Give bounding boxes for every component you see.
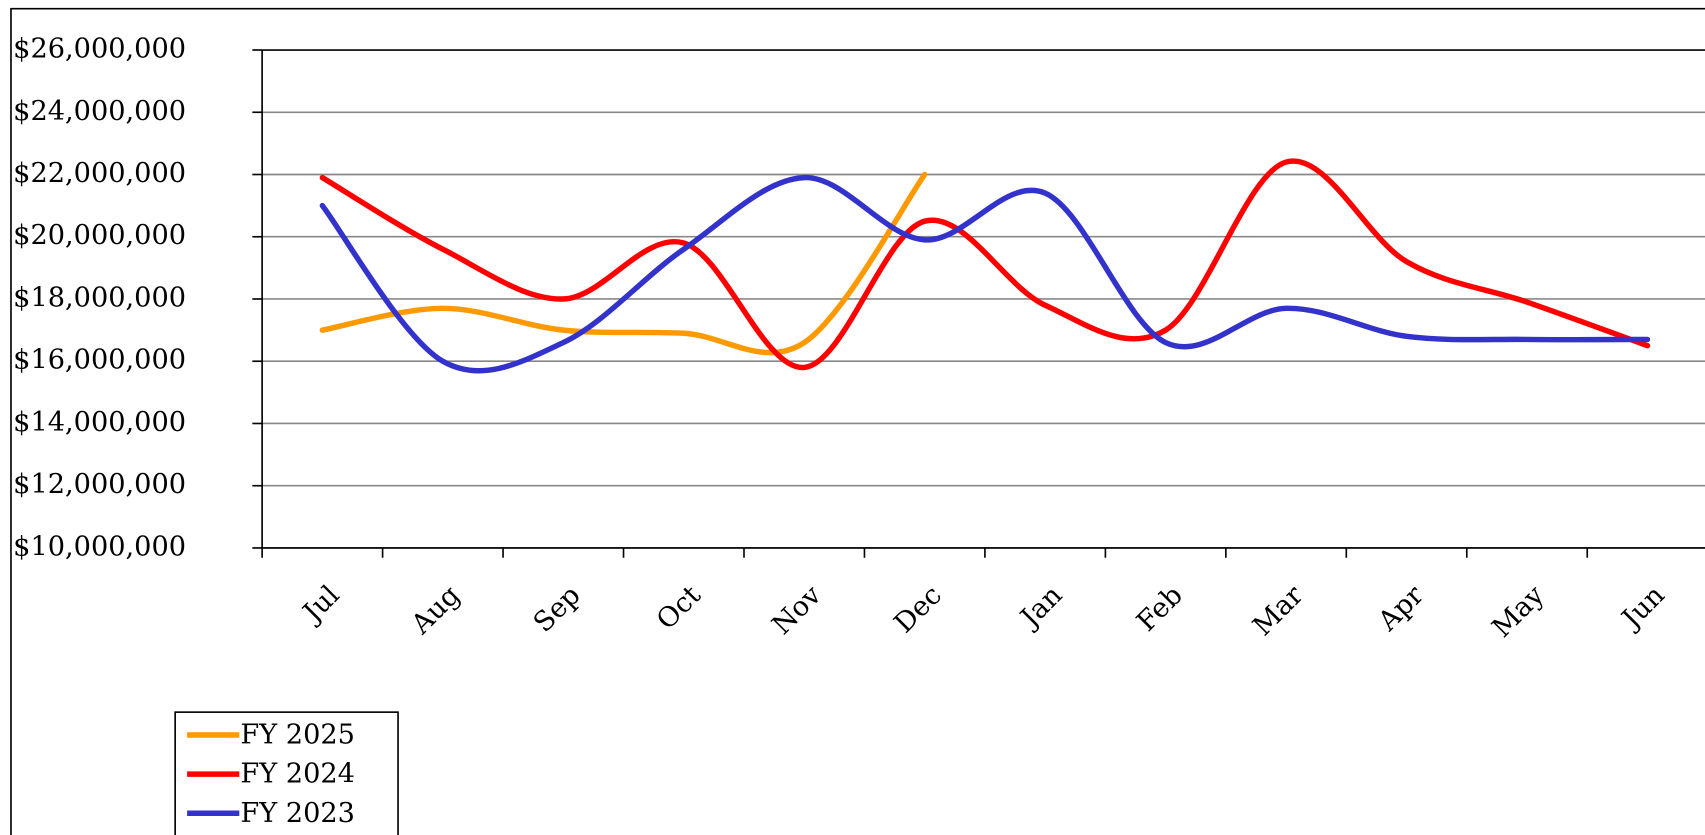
x-tick-label: Jul [295, 580, 345, 630]
y-tick-label: $22,000,000 [13, 158, 186, 189]
x-tick-label: Oct [651, 580, 707, 636]
y-tick-label: $24,000,000 [13, 96, 186, 127]
legend: FY 2025 FY 2024 FY 2023 [174, 711, 399, 835]
series-line [319, 171, 928, 356]
x-tick-label: Mar [1247, 580, 1309, 642]
x-tick-label: Apr [1372, 580, 1430, 638]
y-tick-label: $14,000,000 [13, 407, 186, 438]
y-tick-label: $10,000,000 [13, 531, 186, 562]
y-tick-label: $12,000,000 [13, 469, 186, 500]
chart-frame [10, 7, 1705, 835]
legend-label: FY 2025 [240, 720, 355, 751]
y-tick-label: $16,000,000 [13, 345, 186, 376]
series-line [319, 158, 1651, 371]
x-tick-label: Dec [889, 580, 948, 639]
x-tick-label: Feb [1131, 580, 1189, 638]
y-tick-label: $18,000,000 [13, 282, 186, 313]
y-tick-label: $20,000,000 [13, 220, 186, 251]
x-tick-label: Jan [1013, 580, 1069, 636]
x-tick-label: May [1486, 579, 1550, 643]
x-tick-label: Jun [1614, 580, 1671, 637]
x-tick-label: Aug [405, 580, 466, 641]
y-tick-label: $26,000,000 [13, 34, 186, 65]
series-line [319, 174, 1651, 374]
legend-label: FY 2023 [240, 798, 355, 829]
x-tick-label: Sep [528, 580, 587, 639]
legend-label: FY 2024 [240, 759, 355, 790]
x-tick-label: Nov [766, 579, 828, 641]
